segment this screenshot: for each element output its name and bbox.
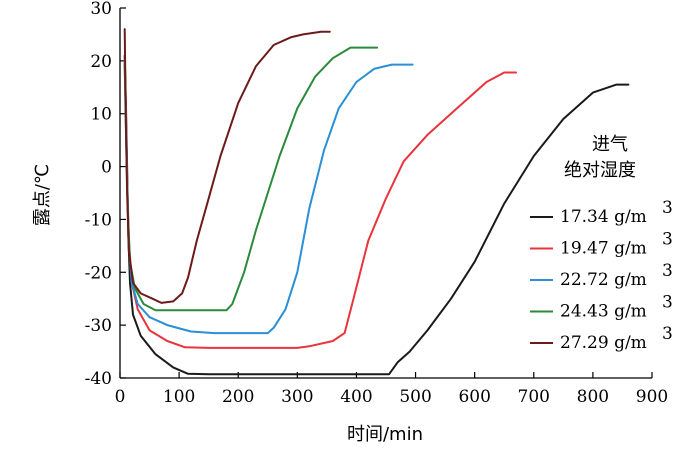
legend-label: 27.29 g/m: [560, 333, 647, 353]
x-tick-label: 300: [281, 387, 313, 407]
x-tick-label: 100: [163, 387, 195, 407]
y-tick-label: 0: [101, 158, 112, 178]
legend-superscript: 3: [662, 261, 673, 281]
y-tick-label: -30: [85, 316, 112, 336]
legend-label: 24.43 g/m: [560, 302, 647, 322]
x-axis-title: 时间/min: [347, 424, 423, 445]
series-line: [123, 59, 414, 335]
x-tick-label: 0: [115, 387, 126, 407]
y-tick-label: -10: [85, 210, 112, 230]
x-tick-label: 500: [399, 387, 431, 407]
y-tick-label: 30: [90, 0, 112, 19]
legend-label: 22.72 g/m: [560, 270, 647, 290]
y-tick-label: 20: [90, 52, 112, 72]
x-tick-label: 400: [340, 387, 372, 407]
legend-superscript: 3: [662, 293, 673, 313]
y-tick-label: -20: [85, 263, 112, 283]
series-line: [123, 28, 331, 304]
legend-superscript: 3: [662, 324, 673, 344]
y-axis-title: 露点/℃: [32, 164, 53, 226]
x-tick-label: 600: [458, 387, 490, 407]
series-lines: [123, 28, 630, 376]
y-tick-label: -40: [85, 369, 112, 389]
y-tick-label: 10: [90, 105, 112, 125]
legend-label: 19.47 g/m: [560, 239, 647, 259]
legend-superscript: 3: [662, 230, 673, 250]
series-line: [123, 54, 630, 376]
x-tick-label: 800: [577, 387, 609, 407]
x-tick-label: 700: [518, 387, 550, 407]
series-line: [123, 46, 379, 312]
series-line: [123, 59, 517, 349]
legend-label: 17.34 g/m: [560, 207, 647, 227]
x-tick-label: 900: [636, 387, 668, 407]
legend-title-line: 绝对湿度: [564, 160, 636, 181]
x-tick-label: 200: [222, 387, 254, 407]
legend-title-line: 进气: [592, 134, 628, 155]
legend-superscript: 3: [662, 198, 673, 218]
axes: 0 100 200 300 400 500 600 700 800 900-40-30-20-10…: [85, 0, 669, 407]
